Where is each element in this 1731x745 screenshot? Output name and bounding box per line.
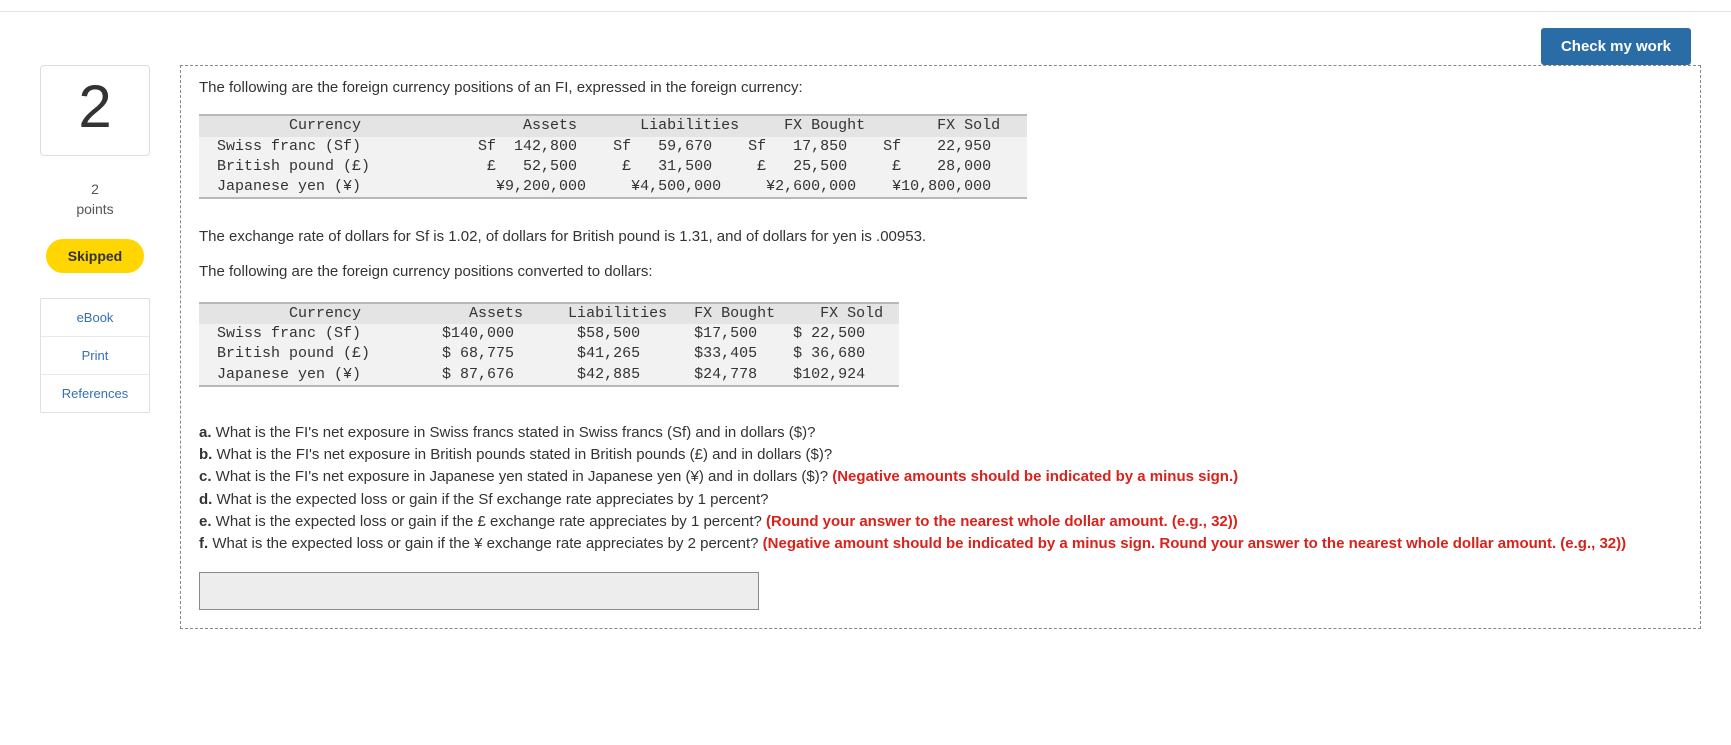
top-divider bbox=[0, 0, 1731, 12]
check-my-work-button[interactable]: Check my work bbox=[1541, 28, 1691, 65]
qf-red-note: (Negative amount should be indicated by … bbox=[763, 535, 1626, 552]
qf-label: f. bbox=[199, 535, 208, 552]
qb-label: b. bbox=[199, 446, 212, 463]
table2-row-jpy: Japanese yen (¥) $ 87,676 $42,885 $24,77… bbox=[199, 365, 899, 385]
skipped-badge: Skipped bbox=[46, 239, 144, 273]
points-label: points bbox=[40, 200, 150, 220]
question-f: f. What is the expected loss or gain if … bbox=[199, 534, 1682, 554]
qc-text: What is the FI's net exposure in Japanes… bbox=[212, 468, 833, 485]
question-number-box: 2 bbox=[40, 65, 150, 156]
qe-text: What is the expected loss or gain if the… bbox=[212, 513, 767, 530]
table2-row-gbp: British pound (£) $ 68,775 $41,265 $33,4… bbox=[199, 344, 899, 364]
ebook-link[interactable]: eBook bbox=[41, 299, 149, 336]
qb-text: What is the FI's net exposure in British… bbox=[212, 446, 832, 463]
qd-label: d. bbox=[199, 491, 212, 508]
points-value: 2 bbox=[40, 180, 150, 200]
question-a: a. What is the FI's net exposure in Swis… bbox=[199, 423, 1682, 443]
left-sidebar: 2 2 points Skipped eBook Print Reference… bbox=[40, 65, 150, 413]
table1-header-row: Currency Assets Liabilities FX Bought FX… bbox=[199, 116, 1027, 136]
qe-red-note: (Round your answer to the nearest whole … bbox=[766, 513, 1238, 530]
question-e: e. What is the expected loss or gain if … bbox=[199, 512, 1682, 532]
references-link[interactable]: References bbox=[41, 374, 149, 412]
exchange-rate-paragraph: The exchange rate of dollars for Sf is 1… bbox=[199, 227, 1682, 247]
intro-text: The following are the foreign currency p… bbox=[199, 78, 1682, 98]
qd-text: What is the expected loss or gain if the… bbox=[212, 491, 768, 508]
qc-label: c. bbox=[199, 468, 212, 485]
print-link[interactable]: Print bbox=[41, 336, 149, 374]
converted-paragraph: The following are the foreign currency p… bbox=[199, 262, 1682, 282]
content-scroll-area[interactable]: The following are the foreign currency p… bbox=[180, 65, 1701, 745]
question-list: a. What is the FI's net exposure in Swis… bbox=[199, 423, 1682, 555]
fx-positions-dollars-table: Currency Assets Liabilities FX Bought FX… bbox=[199, 302, 899, 387]
question-b: b. What is the FI's net exposure in Brit… bbox=[199, 445, 1682, 465]
fx-positions-table: Currency Assets Liabilities FX Bought FX… bbox=[199, 114, 1027, 199]
answer-input-area[interactable] bbox=[199, 572, 759, 610]
table1-row-gbp: British pound (£) £ 52,500 £ 31,500 £ 25… bbox=[199, 157, 1027, 177]
qc-red-note: (Negative amounts should be indicated by… bbox=[832, 468, 1238, 485]
question-layout: 2 2 points Skipped eBook Print Reference… bbox=[0, 65, 1731, 745]
table1-row-sf: Swiss franc (Sf) Sf 142,800 Sf 59,670 Sf… bbox=[199, 137, 1027, 157]
table1-row-jpy: Japanese yen (¥) ¥9,200,000 ¥4,500,000 ¥… bbox=[199, 177, 1027, 197]
question-d: d. What is the expected loss or gain if … bbox=[199, 490, 1682, 510]
qe-label: e. bbox=[199, 513, 212, 530]
qa-text: What is the FI's net exposure in Swiss f… bbox=[212, 424, 816, 441]
question-content: The following are the foreign currency p… bbox=[180, 65, 1701, 629]
table2-header-row: Currency Assets Liabilities FX Bought FX… bbox=[199, 304, 899, 324]
points-block: 2 points bbox=[40, 180, 150, 219]
question-c: c. What is the FI's net exposure in Japa… bbox=[199, 467, 1682, 487]
qa-label: a. bbox=[199, 424, 212, 441]
side-links-box: eBook Print References bbox=[40, 298, 150, 413]
table2-row-sf: Swiss franc (Sf) $140,000 $58,500 $17,50… bbox=[199, 324, 899, 344]
qf-text: What is the expected loss or gain if the… bbox=[208, 535, 763, 552]
